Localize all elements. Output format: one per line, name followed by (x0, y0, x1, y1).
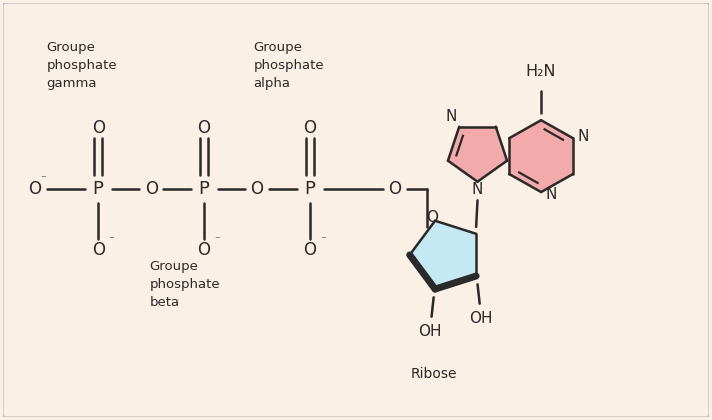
Text: O: O (303, 120, 317, 137)
Text: OH: OH (419, 324, 442, 339)
Text: O: O (388, 180, 402, 198)
Text: ⁻: ⁻ (108, 235, 114, 245)
Text: Groupe
phosphate
beta: Groupe phosphate beta (150, 260, 220, 309)
Text: O: O (426, 210, 439, 226)
Text: P: P (305, 180, 315, 198)
FancyBboxPatch shape (3, 3, 709, 417)
Text: P: P (93, 180, 103, 198)
Text: H₂N: H₂N (526, 64, 556, 79)
Text: O: O (28, 180, 41, 198)
Text: O: O (198, 120, 211, 137)
Text: N: N (445, 109, 456, 124)
Text: Groupe
phosphate
alpha: Groupe phosphate alpha (253, 41, 324, 90)
Text: ⁻: ⁻ (320, 235, 325, 245)
Text: ⁻: ⁻ (214, 235, 220, 245)
Text: O: O (198, 241, 211, 259)
Text: OH: OH (469, 311, 493, 326)
Text: N: N (577, 129, 589, 144)
Text: Ribose: Ribose (410, 368, 457, 381)
Text: O: O (92, 120, 105, 137)
Polygon shape (409, 221, 476, 289)
Text: ⁻: ⁻ (40, 175, 46, 185)
Polygon shape (448, 127, 507, 182)
Text: O: O (92, 241, 105, 259)
Text: N: N (545, 187, 557, 202)
Text: P: P (199, 180, 209, 198)
Text: O: O (303, 241, 317, 259)
Polygon shape (509, 120, 573, 192)
Text: N: N (472, 182, 483, 197)
Text: O: O (145, 180, 157, 198)
Text: Groupe
phosphate
gamma: Groupe phosphate gamma (46, 41, 117, 90)
Text: O: O (251, 180, 263, 198)
